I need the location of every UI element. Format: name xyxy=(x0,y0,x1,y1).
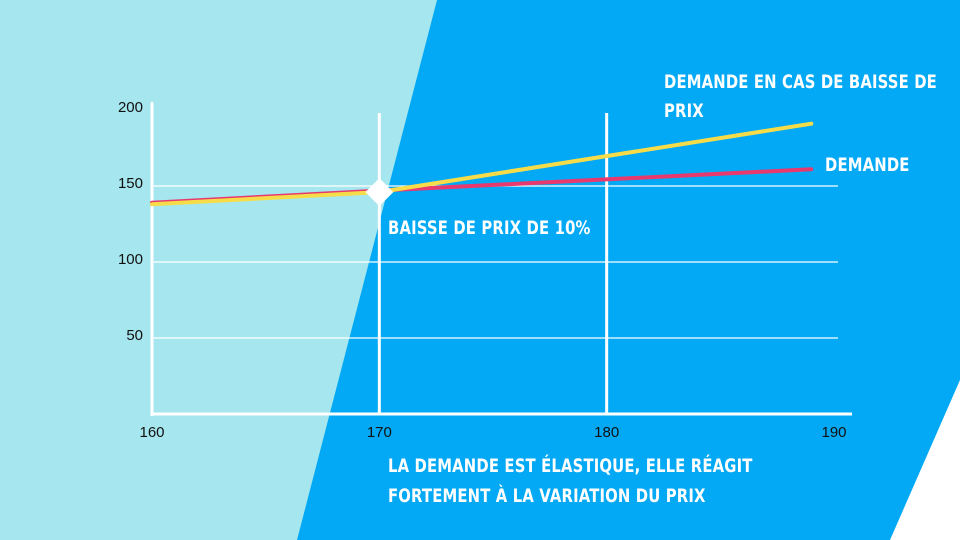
caption-line1: LA DEMANDE EST ÉLASTIQUE, ELLE RÉAGIT xyxy=(388,455,753,477)
y-tick-label-150: 150 xyxy=(118,175,143,192)
y-tick-label-50: 50 xyxy=(126,327,143,344)
price-drop-annotation: BAISSE DE PRIX DE 10% xyxy=(388,217,591,239)
series-label-baisse: DEMANDE EN CAS DE BAISSE DE PRIX xyxy=(664,68,937,126)
intersection-marker xyxy=(365,178,394,207)
series-line-0 xyxy=(150,121,814,207)
y-tick-label-200: 200 xyxy=(118,99,143,116)
caption-line2: FORTEMENT À LA VARIATION DU PRIX xyxy=(388,485,706,507)
caption: LA DEMANDE EST ÉLASTIQUE, ELLE RÉAGIT FO… xyxy=(388,451,753,511)
series-label-baisse-line1: DEMANDE EN CAS DE BAISSE DE xyxy=(664,71,937,93)
background-blue-panel xyxy=(297,0,960,540)
background-white-corner xyxy=(890,380,960,540)
y-tick-label-100: 100 xyxy=(118,251,143,268)
x-tick-label-160: 160 xyxy=(139,424,164,441)
x-tick-label-180: 180 xyxy=(594,424,619,441)
series-label-baisse-line2: PRIX xyxy=(664,100,704,122)
x-tick-label-170: 170 xyxy=(367,424,392,441)
x-tick-label-190: 190 xyxy=(821,424,846,441)
series-label-demande: DEMANDE xyxy=(825,154,910,176)
